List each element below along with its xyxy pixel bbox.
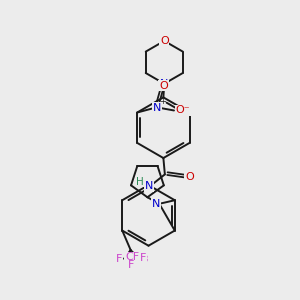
Text: F: F (140, 253, 146, 262)
Text: F: F (128, 260, 135, 270)
Text: N: N (153, 103, 161, 113)
Text: CF: CF (125, 252, 139, 262)
Text: +: + (159, 97, 166, 106)
Text: N: N (152, 199, 160, 209)
Text: O: O (185, 172, 194, 182)
Text: N: N (160, 79, 169, 89)
Text: O: O (160, 36, 169, 46)
Text: 3: 3 (142, 255, 147, 264)
Text: H: H (136, 177, 144, 187)
Text: O⁻: O⁻ (176, 106, 190, 116)
Text: N: N (145, 181, 154, 191)
Text: O: O (159, 80, 168, 91)
Text: F: F (116, 254, 122, 264)
